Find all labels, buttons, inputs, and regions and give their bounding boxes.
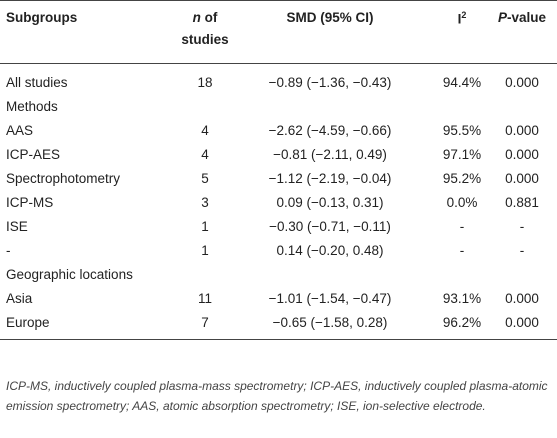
table-cell: 1: [201, 243, 209, 258]
header-text: P: [497, 10, 507, 25]
row-label: Europe: [6, 315, 50, 330]
header-cell: I2: [458, 10, 467, 27]
table-cell: 0.000: [505, 75, 539, 90]
table-row: All studies 18 −0.89 (−1.36, −0.43) 94.4% 0.…: [0, 71, 557, 95]
section-row: Geographic locations: [0, 263, 557, 287]
table-cell: 0.000: [505, 291, 539, 306]
table-row: - 1 0.14 (−0.20, 0.48) - -: [0, 239, 557, 263]
table-cell: 11: [197, 291, 213, 306]
table-cell: −0.30 (−0.71, −0.11): [269, 219, 391, 234]
header-cell: n of: [193, 10, 218, 25]
row-label: Methods: [6, 99, 58, 114]
table-cell: -: [459, 243, 465, 258]
table-cell: 18: [197, 75, 213, 90]
table-row: ISE 1 −0.30 (−0.71, −0.11) - -: [0, 215, 557, 239]
table-cell: −1.01 (−1.54, −0.47): [268, 291, 392, 306]
table-cell: -: [519, 219, 525, 234]
table-row: ICP-MS 3 0.09 (−0.13, 0.31) 0.0% 0.881: [0, 191, 557, 215]
header-sup: 2: [461, 10, 467, 20]
table-cell: 0.14 (−0.20, 0.48): [276, 243, 384, 258]
table-cell: 0.000: [505, 171, 539, 186]
row-label: ICP-MS: [6, 195, 54, 210]
table-cell: −0.81 (−2.11, 0.49): [273, 147, 387, 162]
header-text: I: [457, 11, 462, 27]
section-row: Methods: [0, 95, 557, 119]
table-cell: 0.000: [505, 315, 539, 330]
row-label: ICP-AES: [6, 147, 61, 162]
table-cell: 7: [201, 315, 209, 330]
table-cell: −0.89 (−1.36, −0.43): [268, 75, 392, 90]
row-label: Asia: [6, 291, 33, 306]
header-cell: Subgroups: [6, 10, 78, 25]
table-cell: 94.4%: [442, 75, 482, 90]
footnote: ICP-MS, inductively coupled plasma-mass …: [6, 379, 548, 413]
table-cell: 97.1%: [442, 147, 482, 162]
table-cell: 0.000: [505, 123, 539, 138]
header-text: n: [192, 10, 201, 25]
table-cell: −0.65 (−1.58, 0.28): [272, 315, 388, 330]
table-row: ICP-AES 4 −0.81 (−2.11, 0.49) 97.1% 0.000: [0, 143, 557, 167]
table-header: Subgroups n of studies SMD (95% CI) I2 P…: [0, 0, 557, 64]
table-cell: 0.881: [505, 195, 539, 210]
table-cell: 0.09 (−0.13, 0.31): [276, 195, 384, 210]
row-label: AAS: [6, 123, 34, 138]
row-label: ISE: [6, 219, 28, 234]
header-cell: studies: [181, 32, 229, 47]
table-cell: −1.12 (−2.19, −0.04): [268, 171, 392, 186]
table-cell: 3: [201, 195, 209, 210]
table: Subgroups n of studies SMD (95% CI) I2 P…: [0, 0, 557, 340]
table-cell: 4: [201, 123, 209, 138]
table-row: Spectrophotometry 5 −1.12 (−2.19, −0.04) 95…: [0, 167, 557, 191]
table-row: AAS 4 −2.62 (−4.59, −0.66) 95.5% 0.000: [0, 119, 557, 143]
table-cell: -: [459, 219, 465, 234]
table-cell: 95.2%: [442, 171, 482, 186]
header-text: -value: [506, 10, 547, 25]
table-cell: 0.0%: [446, 195, 478, 210]
table-cell: −2.62 (−4.59, −0.66): [268, 123, 392, 138]
table-cell: 4: [201, 147, 209, 162]
table-cell: 93.1%: [442, 291, 482, 306]
table-row: Asia 11 −1.01 (−1.54, −0.47) 93.1% 0.000: [0, 287, 557, 311]
row-label: All studies: [6, 75, 68, 90]
row-label: Spectrophotometry: [6, 171, 121, 186]
table-cell: 96.2%: [442, 315, 482, 330]
table-cell: 0.000: [505, 147, 539, 162]
table-cell: -: [519, 243, 525, 258]
header-cell: P-value: [498, 10, 546, 25]
table-cell: 1: [201, 219, 209, 234]
table-cell: 5: [201, 171, 209, 186]
table-cell: 95.5%: [442, 123, 482, 138]
header-cell: SMD (95% CI): [286, 10, 374, 25]
table-row: Europe 7 −0.65 (−1.58, 0.28) 96.2% 0.000: [0, 311, 557, 335]
header-text: of: [204, 10, 218, 25]
row-label: -: [6, 243, 11, 258]
table-body: All studies 18 −0.89 (−1.36, −0.43) 94.4% 0.…: [0, 64, 557, 340]
row-label: Geographic locations: [6, 267, 133, 282]
